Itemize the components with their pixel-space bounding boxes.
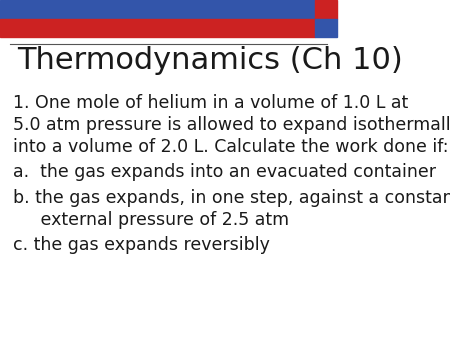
Text: a.  the gas expands into an evacuated container: a. the gas expands into an evacuated con… — [14, 163, 436, 182]
Bar — [315, 0, 337, 19]
Text: Thermodynamics (Ch 10): Thermodynamics (Ch 10) — [17, 46, 403, 75]
Text: into a volume of 2.0 L. Calculate the work done if:: into a volume of 2.0 L. Calculate the wo… — [14, 138, 449, 156]
Text: 1. One mole of helium in a volume of 1.0 L at: 1. One mole of helium in a volume of 1.0… — [14, 94, 409, 112]
Bar — [315, 19, 337, 37]
Text: c. the gas expands reversibly: c. the gas expands reversibly — [14, 236, 270, 254]
Text: 5.0 atm pressure is allowed to expand isothermally: 5.0 atm pressure is allowed to expand is… — [14, 116, 450, 134]
Bar — [0, 19, 315, 37]
Text: b. the gas expands, in one step, against a constant: b. the gas expands, in one step, against… — [14, 189, 450, 207]
Text: external pressure of 2.5 atm: external pressure of 2.5 atm — [14, 211, 290, 229]
Bar — [0, 0, 315, 19]
